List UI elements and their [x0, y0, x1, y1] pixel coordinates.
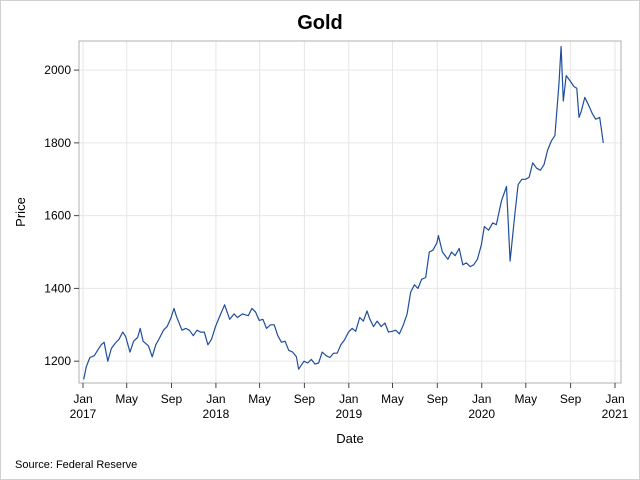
x-tick-month-label: May	[115, 392, 138, 406]
y-axis-label: Price	[13, 197, 28, 227]
x-tick-month-label: Jan	[206, 392, 225, 406]
x-tick-month-label: May	[248, 392, 271, 406]
x-tick-year-label: 2019	[335, 407, 362, 421]
x-tick-month-label: Sep	[427, 392, 449, 406]
x-axis-label: Date	[336, 431, 363, 446]
x-tick-month-label: Sep	[294, 392, 316, 406]
x-tick-year-label: 2017	[70, 407, 97, 421]
x-tick-month-label: Sep	[560, 392, 582, 406]
grid	[79, 41, 621, 383]
x-tick-month-label: Jan	[339, 392, 358, 406]
y-tick-label: 1400	[44, 281, 71, 295]
x-tick-month-label: Jan	[73, 392, 92, 406]
x-tick-year-label: 2021	[602, 407, 629, 421]
x-tick-month-label: May	[381, 392, 404, 406]
y-axis: 1200 1400 1600 1800 2000	[44, 63, 79, 368]
y-tick-label: 1800	[44, 136, 71, 150]
x-tick-month-label: May	[514, 392, 537, 406]
x-tick-year-label: 2020	[468, 407, 495, 421]
series-layer	[83, 45, 604, 380]
source-footnote: Source: Federal Reserve	[15, 459, 137, 471]
y-tick-label: 1200	[44, 354, 71, 368]
plot-area-border	[78, 40, 622, 384]
chart-title: Gold	[297, 12, 343, 34]
price-series-line	[83, 45, 604, 380]
y-tick-label: 2000	[44, 63, 71, 77]
y-tick-label: 1600	[44, 209, 71, 223]
x-tick-month-label: Jan	[605, 392, 624, 406]
x-tick-month-label: Sep	[161, 392, 183, 406]
x-tick-month-label: Jan	[472, 392, 491, 406]
x-tick-year-label: 2018	[203, 407, 230, 421]
